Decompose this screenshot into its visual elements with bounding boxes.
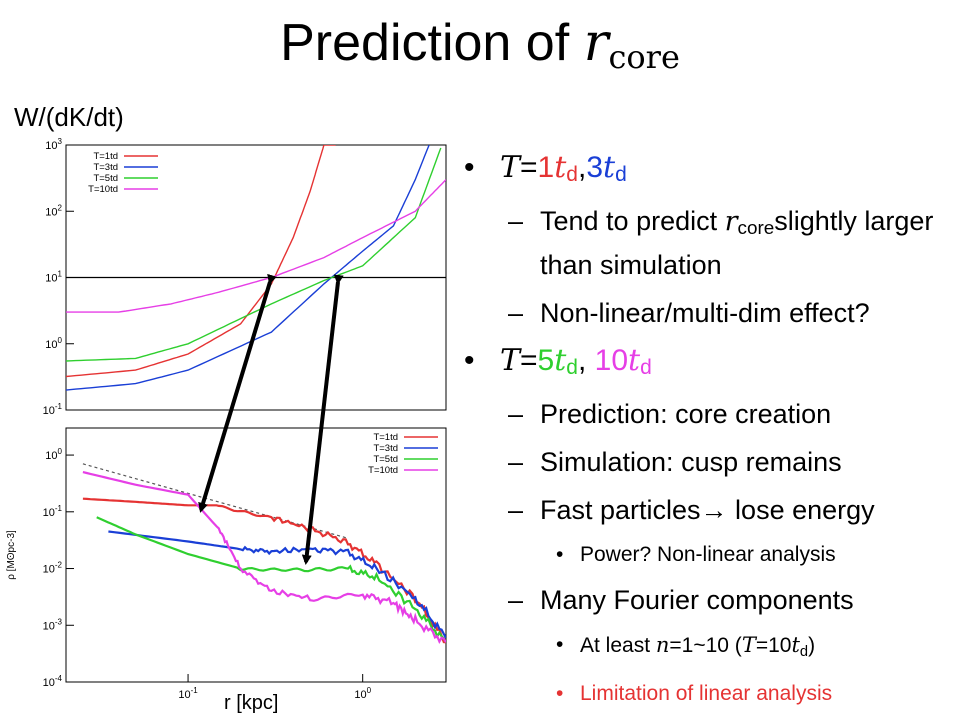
subsubbullet-power: Power? Non-linear analysis — [460, 540, 955, 570]
y-tick-label: 10-3 — [43, 617, 63, 632]
x-tick-label: 10-1 — [178, 686, 198, 701]
bullet-T1-3: T=1td,3td — [460, 150, 955, 193]
bottom-plot-xlabel: r [kpc] — [224, 692, 279, 714]
subbullet-tend-to-predict: Tend to predict rcoreslightly larger tha… — [460, 203, 955, 283]
slide-title: Prediction of rcore — [0, 8, 960, 92]
legend-entry-label: T=1td — [93, 151, 118, 162]
legend-entry-label: T=5td — [93, 173, 118, 184]
y-tick-label: 101 — [45, 270, 62, 285]
y-tick-label: 10-2 — [43, 561, 63, 576]
bullet-T5-10: T=5td, 10td — [460, 343, 955, 386]
series-line-T=5td — [66, 147, 442, 362]
legend-entry-label: T=5td — [373, 454, 398, 465]
y-tick-label: 100 — [45, 447, 62, 462]
bottom-plot-ylabel: ρ [Mʘpc-3] — [6, 530, 17, 580]
y-tick-label: 100 — [45, 336, 62, 351]
top-plot-ylabel: W/(dK/dt) — [14, 102, 124, 132]
subsubbullet-limitation: Limitation of linear analysis — [460, 679, 955, 709]
arrow-right — [301, 274, 344, 565]
y-tick-label: 103 — [45, 137, 62, 152]
y-tick-label: 10-1 — [43, 402, 63, 417]
y-tick-label: 10-1 — [43, 504, 63, 519]
y-tick-label: 102 — [45, 203, 62, 218]
title-text: Prediction of — [280, 14, 584, 72]
series-line-T=10td — [82, 471, 446, 644]
title-subscript: core — [608, 38, 680, 76]
bullet-list: T=1td,3td Tend to predict rcoreslightly … — [460, 150, 955, 721]
legend-entry-label: T=1td — [373, 432, 398, 443]
subsubbullet-at-least: At least n=1~10 (T=10td) — [460, 630, 955, 667]
x-tick-label: 100 — [354, 686, 371, 701]
subbullet-fast-particles: Fast particles→ lose energy — [460, 492, 955, 528]
series-line-T=5td — [96, 516, 446, 643]
title-symbol: rcore — [583, 13, 680, 76]
legend-entry-label: T=10td — [368, 465, 398, 476]
y-tick-label: 10-4 — [43, 674, 63, 689]
subbullet-prediction: Prediction: core creation — [460, 396, 955, 432]
subbullet-nonlinear-effect: Non-linear/multi-dim effect? — [460, 295, 955, 331]
annotation-arrows — [198, 273, 344, 565]
legend-entry-label: T=3td — [93, 162, 118, 173]
legend-entry-label: T=10td — [88, 184, 118, 195]
bottom-plot: 10-4 10-3 10-2 10-1 100 10-1 100 T=1tdT=3tdT=5t… — [6, 427, 447, 701]
arrow-left — [198, 273, 277, 513]
subbullet-fourier: Many Fourier components — [460, 582, 955, 618]
legend-entry-label: T=3td — [373, 443, 398, 454]
subbullet-simulation: Simulation: cusp remains — [460, 444, 955, 480]
